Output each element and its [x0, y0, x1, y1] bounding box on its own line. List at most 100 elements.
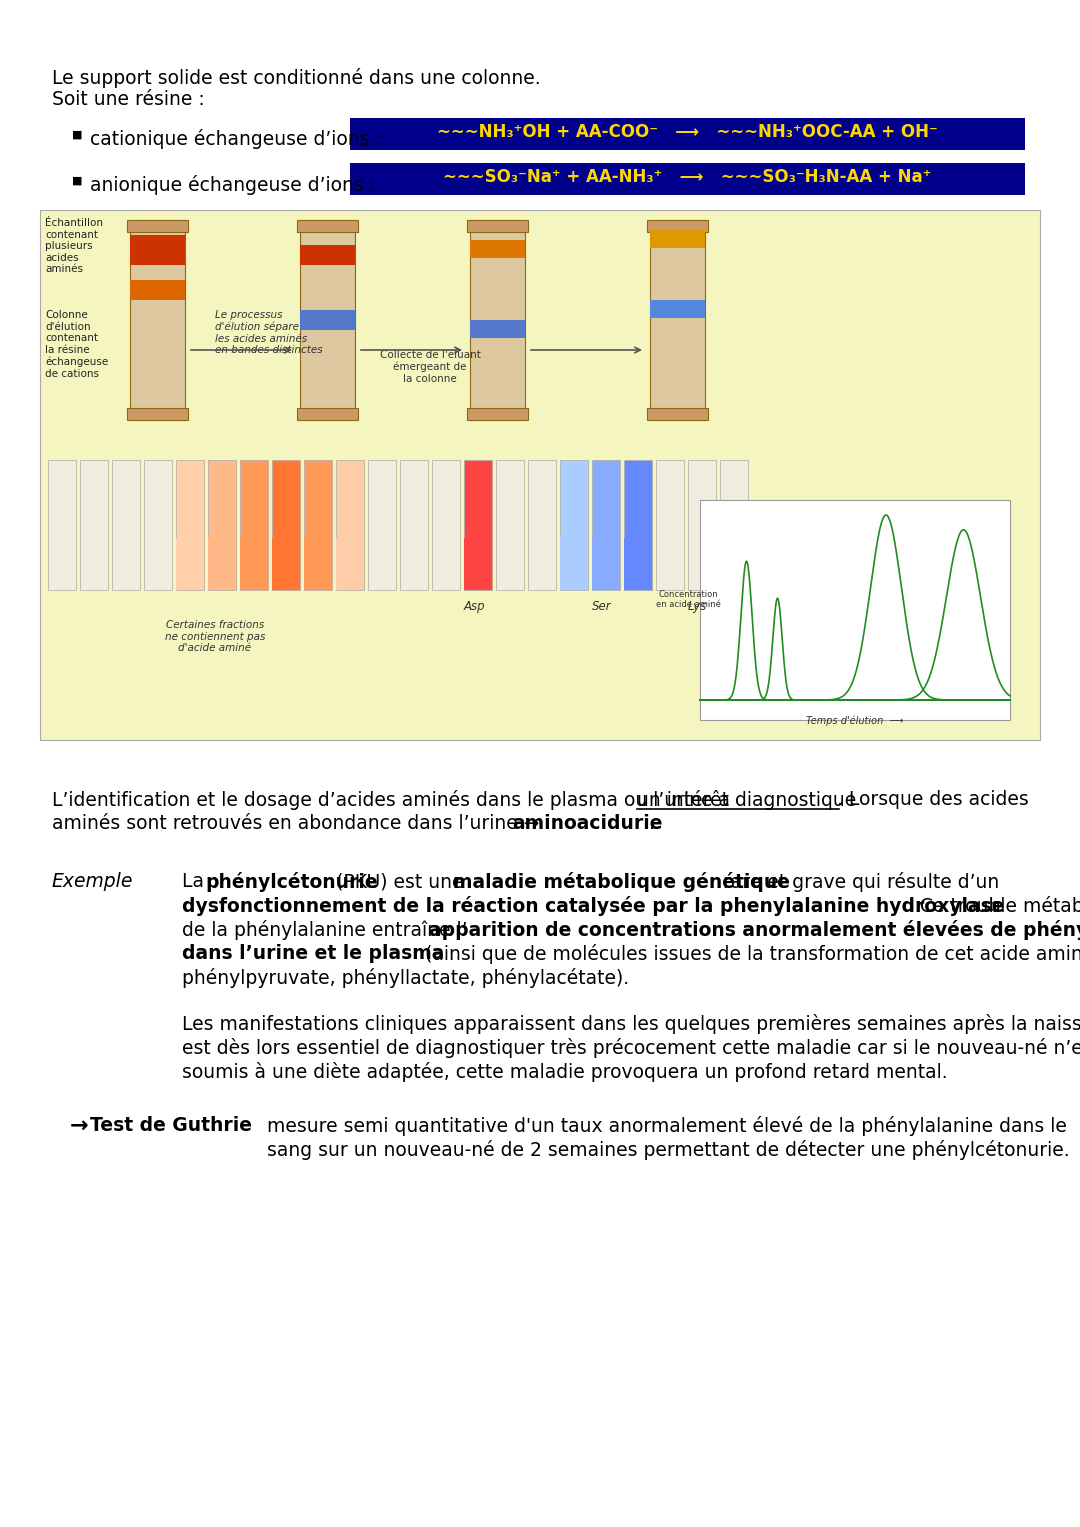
FancyBboxPatch shape	[272, 460, 300, 589]
FancyBboxPatch shape	[464, 460, 492, 589]
FancyBboxPatch shape	[650, 231, 705, 247]
FancyBboxPatch shape	[561, 460, 588, 589]
FancyBboxPatch shape	[127, 408, 188, 420]
Text: (PKU) est une: (PKU) est une	[330, 872, 470, 890]
FancyBboxPatch shape	[40, 211, 1040, 741]
FancyBboxPatch shape	[240, 460, 268, 589]
FancyBboxPatch shape	[464, 538, 492, 589]
FancyBboxPatch shape	[624, 538, 652, 589]
Text: Le support solide est conditionné dans une colonne.: Le support solide est conditionné dans u…	[52, 69, 541, 89]
Text: anionique échangeuse d’ions :: anionique échangeuse d’ions :	[90, 176, 376, 195]
FancyBboxPatch shape	[112, 460, 140, 589]
FancyBboxPatch shape	[176, 538, 204, 589]
Text: Concentration
en acide aminé: Concentration en acide aminé	[656, 589, 720, 609]
Text: apparition de concentrations anormalement élevées de phénylalanine: apparition de concentrations anormalemen…	[429, 919, 1080, 941]
FancyBboxPatch shape	[432, 460, 460, 589]
FancyBboxPatch shape	[656, 460, 684, 589]
FancyBboxPatch shape	[300, 220, 355, 420]
Text: L’identification et le dosage d’acides aminés dans le plasma ou l’urine a: L’identification et le dosage d’acides a…	[52, 789, 735, 809]
FancyBboxPatch shape	[297, 408, 357, 420]
FancyBboxPatch shape	[130, 235, 185, 266]
FancyBboxPatch shape	[592, 538, 620, 589]
FancyBboxPatch shape	[80, 460, 108, 589]
FancyBboxPatch shape	[297, 220, 357, 232]
Text: Échantillon
contenant
plusieurs
acides
aminés: Échantillon contenant plusieurs acides a…	[45, 218, 103, 275]
FancyBboxPatch shape	[688, 460, 716, 589]
Text: ∼∼∼SO₃⁻Na⁺ + AA-NH₃⁺   ⟶   ∼∼∼SO₃⁻H₃N-AA + Na⁺: ∼∼∼SO₃⁻Na⁺ + AA-NH₃⁺ ⟶ ∼∼∼SO₃⁻H₃N-AA + N…	[443, 168, 931, 186]
Text: Test de Guthrie: Test de Guthrie	[90, 1116, 252, 1135]
FancyBboxPatch shape	[303, 538, 332, 589]
FancyBboxPatch shape	[561, 538, 588, 589]
Text: (ainsi que de molécules issues de la transformation de cet acide aminé :: (ainsi que de molécules issues de la tra…	[419, 944, 1080, 964]
Text: aminés sont retrouvés en abondance dans l’urine →: aminés sont retrouvés en abondance dans …	[52, 814, 545, 834]
FancyBboxPatch shape	[647, 408, 708, 420]
Text: mesure semi quantitative d'un taux anormalement élevé de la phénylalanine dans l: mesure semi quantitative d'un taux anorm…	[267, 1116, 1067, 1136]
FancyBboxPatch shape	[130, 279, 185, 299]
Text: →: →	[70, 1116, 89, 1136]
FancyBboxPatch shape	[467, 220, 528, 232]
Text: phénylpyruvate, phényllactate, phénylacétate).: phénylpyruvate, phényllactate, phénylacé…	[183, 968, 630, 988]
FancyBboxPatch shape	[496, 460, 524, 589]
Text: Ser: Ser	[592, 600, 611, 612]
Text: cationique échangeuse d’ions :: cationique échangeuse d’ions :	[90, 128, 382, 150]
FancyBboxPatch shape	[650, 299, 705, 318]
FancyBboxPatch shape	[336, 538, 364, 589]
Text: Soit une résine :: Soit une résine :	[52, 90, 205, 108]
Text: phénylcétonurie: phénylcétonurie	[205, 872, 378, 892]
FancyBboxPatch shape	[208, 460, 237, 589]
Text: Certaines fractions
ne contiennent pas
d'acide aminé: Certaines fractions ne contiennent pas d…	[165, 620, 266, 654]
FancyBboxPatch shape	[127, 220, 188, 232]
Text: aminoacidurie: aminoacidurie	[512, 814, 662, 834]
FancyBboxPatch shape	[176, 460, 204, 589]
Text: .: .	[649, 814, 654, 834]
FancyBboxPatch shape	[368, 460, 396, 589]
Text: rare et grave qui résulte d’un: rare et grave qui résulte d’un	[717, 872, 999, 892]
FancyBboxPatch shape	[303, 460, 332, 589]
Text: ∼∼∼NH₃⁺OH + AA-COO⁻   ⟶   ∼∼∼NH₃⁺OOC-AA + OH⁻: ∼∼∼NH₃⁺OH + AA-COO⁻ ⟶ ∼∼∼NH₃⁺OOC-AA + OH…	[436, 124, 937, 140]
FancyBboxPatch shape	[470, 220, 525, 420]
FancyBboxPatch shape	[647, 220, 708, 232]
Text: Lys: Lys	[688, 600, 707, 612]
FancyBboxPatch shape	[528, 460, 556, 589]
Text: Asp: Asp	[464, 600, 486, 612]
FancyBboxPatch shape	[470, 240, 525, 258]
FancyBboxPatch shape	[720, 460, 748, 589]
FancyBboxPatch shape	[240, 538, 268, 589]
Text: Le processus
d'élution sépare
les acides aminés
en bandes distinctes: Le processus d'élution sépare les acides…	[215, 310, 323, 356]
Text: un intérêt diagnostique: un intérêt diagnostique	[637, 789, 856, 809]
Text: . Ce trouble métabolique: . Ce trouble métabolique	[908, 896, 1080, 916]
FancyBboxPatch shape	[48, 460, 76, 589]
FancyBboxPatch shape	[272, 538, 300, 589]
FancyBboxPatch shape	[350, 118, 1025, 150]
Text: soumis à une diète adaptée, cette maladie provoquera un profond retard mental.: soumis à une diète adaptée, cette maladi…	[183, 1061, 947, 1083]
Text: ■: ■	[72, 176, 82, 186]
Text: sang sur un nouveau-né de 2 semaines permettant de détecter une phénylcétonurie.: sang sur un nouveau-né de 2 semaines per…	[267, 1141, 1069, 1161]
Text: de la phénylalanine entraîne l’: de la phénylalanine entraîne l’	[183, 919, 468, 941]
FancyBboxPatch shape	[300, 310, 355, 330]
FancyBboxPatch shape	[650, 220, 705, 420]
FancyBboxPatch shape	[208, 538, 237, 589]
Text: Les manifestations cliniques apparaissent dans les quelques premières semaines a: Les manifestations cliniques apparaissen…	[183, 1014, 1080, 1034]
FancyBboxPatch shape	[592, 460, 620, 589]
Text: Exemple: Exemple	[52, 872, 133, 890]
FancyBboxPatch shape	[144, 460, 172, 589]
Text: La: La	[183, 872, 210, 890]
Text: dysfonctionnement de la réaction catalysée par la phenylalanine hydroxylase: dysfonctionnement de la réaction catalys…	[183, 896, 1004, 916]
Text: maladie métabolique génétique: maladie métabolique génétique	[453, 872, 789, 892]
FancyBboxPatch shape	[624, 460, 652, 589]
FancyBboxPatch shape	[700, 499, 1010, 721]
Text: Collecte de l'éluant
émergeant de
la colonne: Collecte de l'éluant émergeant de la col…	[379, 350, 481, 383]
FancyBboxPatch shape	[400, 460, 428, 589]
FancyBboxPatch shape	[467, 408, 528, 420]
Text: est dès lors essentiel de diagnostiquer très précocement cette maladie car si le: est dès lors essentiel de diagnostiquer …	[183, 1038, 1080, 1058]
FancyBboxPatch shape	[470, 321, 525, 337]
FancyBboxPatch shape	[130, 220, 185, 420]
Text: ■: ■	[72, 130, 82, 140]
Text: dans l’urine et le plasma: dans l’urine et le plasma	[183, 944, 444, 964]
FancyBboxPatch shape	[336, 460, 364, 589]
FancyBboxPatch shape	[350, 163, 1025, 195]
Text: Colonne
d'élution
contenant
la résine
échangeuse
de cations: Colonne d'élution contenant la résine éc…	[45, 310, 108, 379]
Text: Temps d'élution  ⟶: Temps d'élution ⟶	[807, 715, 904, 725]
FancyBboxPatch shape	[300, 244, 355, 266]
Text: . Lorsque des acides: . Lorsque des acides	[837, 789, 1029, 809]
